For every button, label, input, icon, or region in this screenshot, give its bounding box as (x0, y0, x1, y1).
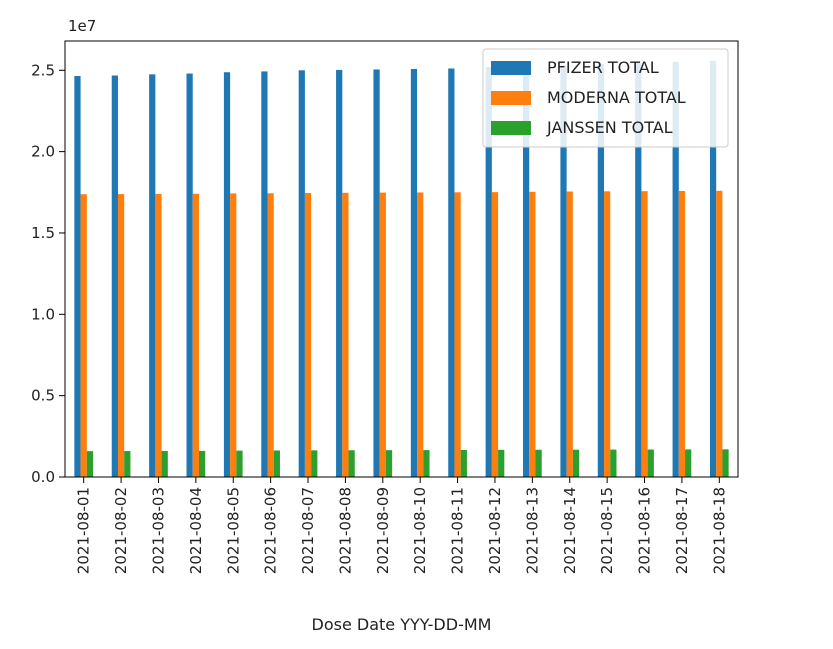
bar-moderna-total-2021-08-02 (117, 194, 125, 477)
bar-janssen-total-2021-08-09 (385, 450, 393, 477)
bar-janssen-total-2021-08-13 (535, 449, 542, 477)
legend-swatch (491, 61, 531, 75)
x-tick-label: 2021-08-16 (636, 487, 654, 574)
x-tick-label: 2021-08-13 (523, 487, 541, 574)
x-tick-label: 2021-08-09 (374, 487, 392, 574)
bar-pfizer-total-2021-08-16 (635, 62, 642, 478)
x-tick-label: 2021-08-03 (150, 487, 168, 574)
bar-pfizer-total-2021-08-09 (373, 69, 380, 477)
bar-moderna-total-2021-08-07 (304, 192, 312, 477)
bar-pfizer-total-2021-08-11 (448, 68, 455, 478)
x-tick-label: 2021-08-06 (262, 487, 280, 574)
bar-pfizer-total-2021-08-01 (74, 75, 81, 477)
x-axis: 2021-08-01 2021-08-02 2021-08-03 2021-08-04… (75, 477, 728, 574)
x-tick-label: 2021-08-11 (449, 487, 467, 574)
plot-frame (64, 40, 739, 478)
bar-janssen-total-2021-08-04 (198, 450, 206, 477)
bar-janssen-total-2021-08-02 (124, 451, 131, 477)
legend: PFIZER TOTAL MODERNA TOTAL JANSSEN TOTAL (482, 48, 729, 148)
bar-moderna-total-2021-08-15 (604, 191, 611, 477)
y-tick-label: 2.0 (31, 143, 55, 161)
legend-swatch (491, 91, 531, 105)
x-tick-label: 2021-08-05 (224, 487, 242, 574)
bar-pfizer-total-2021-08-06 (261, 71, 268, 478)
bar-moderna-total-2021-08-16 (641, 191, 648, 477)
bar-moderna-total-2021-08-05 (230, 193, 237, 477)
x-tick-label: 2021-08-12 (486, 487, 504, 574)
bar-pfizer-total-2021-08-14 (560, 65, 567, 478)
x-axis-label: Dose Date YYY-DD-MM (312, 615, 492, 634)
bar-moderna-total-2021-08-11 (454, 192, 461, 478)
y-tick-label: 0.0 (31, 468, 55, 486)
bar-janssen-total-2021-08-05 (236, 450, 243, 477)
bar-janssen-total-2021-08-18 (722, 449, 729, 477)
bar-janssen-total-2021-08-01 (86, 451, 94, 477)
x-tick-label: 2021-08-02 (112, 487, 130, 574)
bar-pfizer-total-2021-08-13 (523, 66, 530, 477)
x-tick-label: 2021-08-01 (75, 487, 93, 574)
bar-janssen-total-2021-08-08 (348, 450, 355, 477)
bar-janssen-total-2021-08-17 (685, 449, 692, 477)
bar-moderna-total-2021-08-12 (491, 192, 499, 477)
bar-moderna-total-2021-08-18 (716, 190, 723, 477)
y-tick-label: 1.5 (31, 224, 55, 242)
x-tick-label: 2021-08-08 (336, 487, 354, 574)
x-tick-label: 2021-08-15 (598, 487, 616, 574)
bar-pfizer-total-2021-08-17 (672, 61, 679, 477)
bar-moderna-total-2021-08-09 (379, 192, 386, 477)
bar-janssen-total-2021-08-16 (647, 449, 654, 477)
y-axis: 0.0 0.5 1.0 1.5 2.0 2.5 (31, 61, 65, 486)
bar-moderna-total-2021-08-08 (342, 192, 349, 478)
x-tick-label: 2021-08-14 (561, 487, 579, 574)
bar-pfizer-total-2021-08-18 (709, 60, 717, 477)
legend-label: JANSSEN TOTAL (546, 118, 673, 137)
bar-pfizer-total-2021-08-03 (149, 74, 156, 477)
bars-layer (74, 60, 729, 478)
bar-moderna-total-2021-08-03 (155, 193, 162, 477)
bar-janssen-total-2021-08-03 (161, 450, 168, 477)
y-scale-label: 1e7 (68, 17, 96, 35)
legend-box (482, 48, 729, 148)
bar-janssen-total-2021-08-10 (423, 450, 430, 477)
x-tick-label: 2021-08-17 (673, 487, 691, 574)
legend-swatch (491, 121, 531, 135)
bar-pfizer-total-2021-08-10 (410, 68, 418, 477)
bar-janssen-total-2021-08-11 (460, 449, 467, 477)
bar-moderna-total-2021-08-10 (417, 192, 424, 477)
y-tick-label: 2.5 (31, 61, 55, 79)
bar-moderna-total-2021-08-13 (529, 191, 536, 477)
bar-janssen-total-2021-08-07 (311, 450, 318, 477)
bar-janssen-total-2021-08-14 (572, 449, 580, 477)
legend-label: MODERNA TOTAL (547, 88, 686, 107)
bar-moderna-total-2021-08-01 (80, 194, 87, 477)
bar-pfizer-total-2021-08-04 (186, 73, 193, 477)
x-tick-label: 2021-08-18 (710, 487, 728, 574)
bar-pfizer-total-2021-08-05 (223, 72, 231, 478)
bar-janssen-total-2021-08-06 (273, 450, 280, 477)
bar-moderna-total-2021-08-06 (267, 193, 274, 477)
bar-moderna-total-2021-08-17 (678, 191, 686, 477)
bar-pfizer-total-2021-08-12 (485, 67, 492, 477)
x-tick-label: 2021-08-10 (411, 487, 429, 574)
x-tick-label: 2021-08-07 (299, 487, 317, 574)
bar-janssen-total-2021-08-12 (498, 449, 505, 477)
y-tick-label: 0.5 (31, 387, 55, 405)
bar-moderna-total-2021-08-14 (566, 191, 573, 478)
bar-pfizer-total-2021-08-02 (111, 75, 118, 478)
bar-janssen-total-2021-08-15 (610, 449, 617, 477)
bar-pfizer-total-2021-08-15 (597, 64, 605, 477)
bar-moderna-total-2021-08-04 (192, 193, 199, 477)
legend-label: PFIZER TOTAL (547, 58, 659, 77)
y-tick-label: 1.0 (31, 305, 55, 323)
x-tick-label: 2021-08-04 (187, 487, 205, 574)
bar-pfizer-total-2021-08-07 (298, 70, 305, 477)
bar-pfizer-total-2021-08-08 (336, 69, 343, 478)
